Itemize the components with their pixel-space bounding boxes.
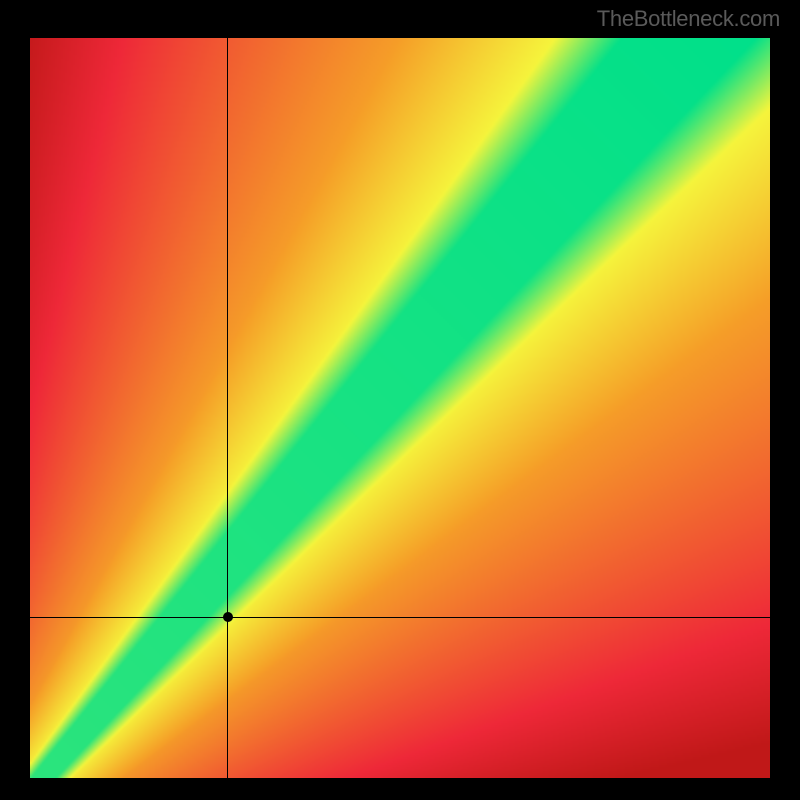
crosshair-vertical: [227, 38, 228, 778]
chart-container: TheBottleneck.com: [0, 0, 800, 800]
heatmap-plot: [30, 38, 770, 778]
attribution-text: TheBottleneck.com: [597, 6, 780, 32]
heatmap-canvas: [30, 38, 770, 778]
marker-point: [223, 612, 233, 622]
crosshair-horizontal: [30, 617, 770, 618]
